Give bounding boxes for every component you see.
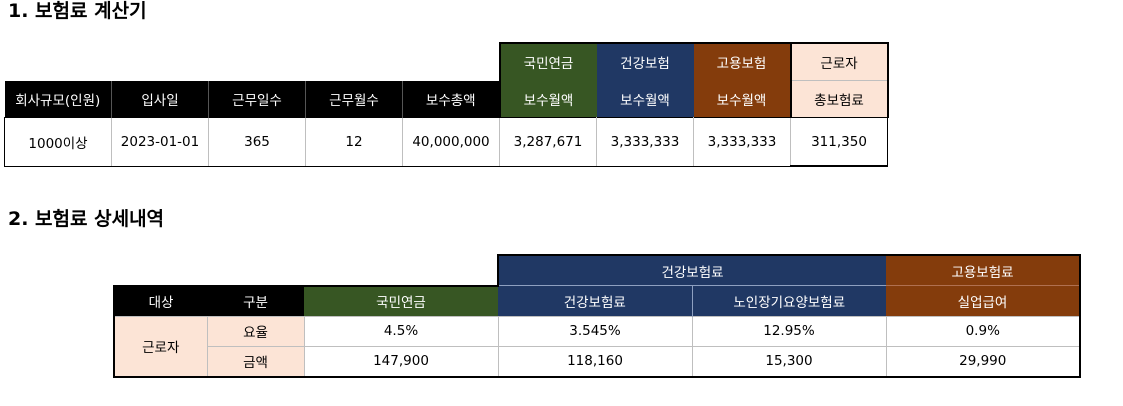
health-group-header: 건강보험 — [596, 42, 694, 81]
total-premium-value: 311,350 — [790, 117, 888, 167]
calculator-table: 국민연금 건강보험 고용보험 근로자 회사규모(인원) 입사일 근무일수 근무월… — [4, 42, 889, 167]
column-header-health-premium: 건강보험료 — [498, 285, 693, 316]
health-monthly-value: 3,333,333 — [596, 117, 694, 167]
rate-label: 요율 — [206, 315, 305, 347]
health-rate-value: 3.545% — [497, 315, 693, 347]
long-term-care-amount-value: 15,300 — [691, 345, 887, 378]
employment-group-header: 고용보험 — [693, 42, 791, 81]
table-row: 근로자 요율 4.5% 3.545% 12.95% 0.9% — [113, 315, 1081, 378]
column-header-unemployment: 실업급여 — [886, 285, 1081, 316]
unemployment-amount-value: 29,990 — [885, 345, 1081, 378]
column-header-work-months: 근무월수 — [305, 80, 403, 118]
pension-group-header: 국민연금 — [498, 42, 597, 81]
pension-monthly-value: 3,287,671 — [499, 117, 597, 167]
column-header-company-size: 회사규모(인원) — [4, 80, 112, 118]
column-header-total-premium: 총보험료 — [789, 80, 889, 118]
column-header-target: 대상 — [113, 284, 207, 316]
column-header-pension: 국민연금 — [304, 284, 498, 316]
unemployment-rate-value: 0.9% — [885, 315, 1081, 347]
employment-monthly-value: 3,333,333 — [693, 117, 791, 167]
work-months-value: 12 — [305, 117, 403, 167]
detail-table: 건강보험료 고용보험료 대상 구분 국민연금 건강보험료 노인장기요양보험료 실… — [113, 254, 1081, 378]
worker-group-header: 근로자 — [789, 42, 889, 81]
total-pay-value: 40,000,000 — [402, 117, 500, 167]
column-header-total-pay: 보수총액 — [402, 80, 500, 118]
employment-premium-group-header: 고용보험료 — [886, 254, 1081, 286]
join-date-value: 2023-01-01 — [111, 117, 209, 167]
column-header-work-days: 근무일수 — [208, 80, 306, 118]
amount-label: 금액 — [206, 345, 305, 378]
column-header-category: 구분 — [207, 284, 304, 316]
pension-rate-value: 4.5% — [303, 315, 499, 347]
column-header-pension-monthly: 보수월액 — [498, 80, 597, 118]
column-header-long-term-care: 노인장기요양보험료 — [692, 285, 886, 316]
health-amount-value: 118,160 — [497, 345, 693, 378]
column-header-join-date: 입사일 — [111, 80, 209, 118]
target-worker-cell: 근로자 — [113, 315, 208, 378]
section1-title: 1. 보험료 계산기 — [8, 0, 147, 22]
column-header-employment-monthly: 보수월액 — [693, 80, 791, 118]
column-header-health-monthly: 보수월액 — [596, 80, 694, 118]
work-days-value: 365 — [208, 117, 306, 167]
long-term-care-rate-value: 12.95% — [691, 315, 887, 347]
company-size-value: 1000이상 — [4, 117, 112, 167]
table-row: 1000이상 2023-01-01 365 12 40,000,000 3,28… — [4, 117, 888, 167]
section2-title: 2. 보험료 상세내역 — [8, 208, 165, 230]
health-premium-group-header: 건강보험료 — [497, 254, 886, 286]
pension-amount-value: 147,900 — [303, 345, 499, 378]
table-row: 금액 147,900 118,160 15,300 29,990 — [114, 345, 1081, 378]
